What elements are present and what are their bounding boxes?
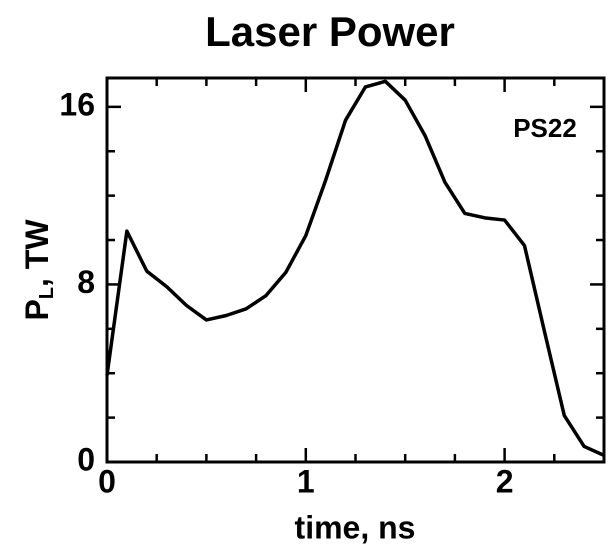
- y-label-main: P: [19, 299, 55, 320]
- y-tick-label: 8: [77, 264, 95, 300]
- annotation: PS22: [513, 113, 577, 143]
- y-axis-label: PL, TW: [19, 219, 58, 321]
- data-line: [105, 79, 605, 457]
- chart-title: Laser Power: [205, 8, 455, 55]
- y-label-rest: , TW: [19, 219, 55, 287]
- x-tick-label: 2: [496, 463, 514, 499]
- y-label-sub: L: [36, 287, 58, 299]
- y-tick-label: 16: [59, 86, 95, 122]
- x-tick-label: 1: [297, 463, 315, 499]
- y-tick-label: 0: [77, 441, 95, 477]
- x-tick-label: 0: [98, 463, 116, 499]
- x-axis-label: time, ns: [295, 509, 416, 545]
